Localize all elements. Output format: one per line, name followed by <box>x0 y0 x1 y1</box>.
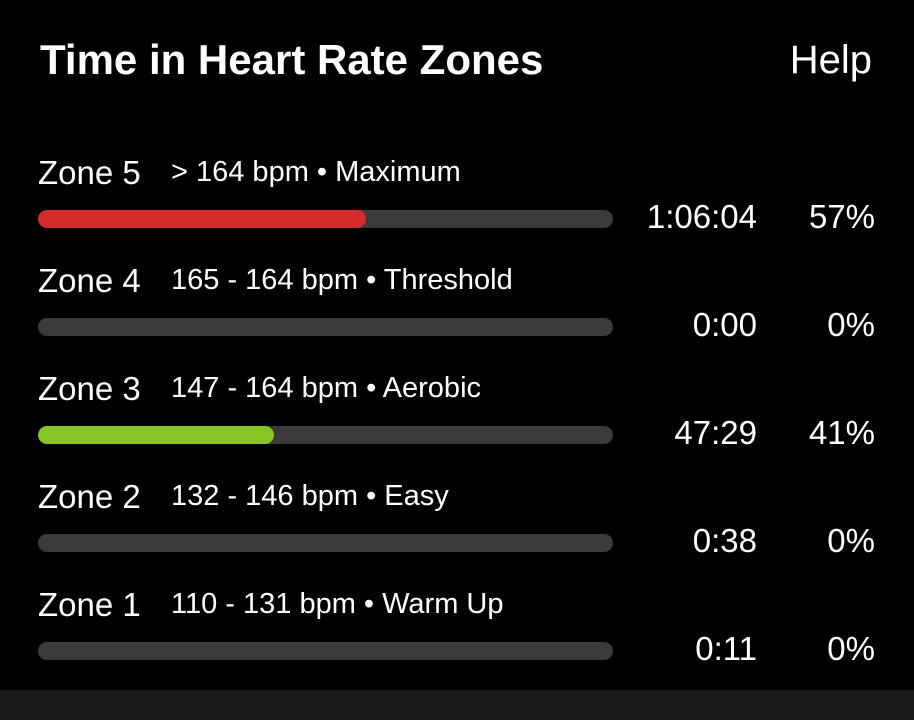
zone-detail: > 164 bpm • Maximum <box>171 156 461 188</box>
zone-detail: 132 - 146 bpm • Easy <box>171 480 449 512</box>
zone-detail: 147 - 164 bpm • Aerobic <box>171 372 482 404</box>
bar-fill <box>38 210 366 228</box>
zone-percent: 0% <box>827 630 875 667</box>
zone-name: Zone 5 <box>38 154 141 191</box>
zone-name: Zone 1 <box>38 586 141 623</box>
zone-name: Zone 4 <box>38 262 141 299</box>
bar-track <box>38 210 613 228</box>
zone-time: 0:00 <box>692 306 757 343</box>
zone-percent: 0% <box>827 522 875 559</box>
bar-track <box>38 318 613 336</box>
help-button[interactable]: Help <box>789 38 872 82</box>
bar-track <box>38 642 613 660</box>
zone-percent: 0% <box>827 306 875 343</box>
zone-detail: 110 - 131 bpm • Warm Up <box>171 588 504 620</box>
zone-name: Zone 3 <box>38 370 141 407</box>
title: Time in Heart Rate Zones <box>40 36 544 83</box>
zone-percent: 57% <box>808 198 875 235</box>
bar-fill <box>38 426 274 444</box>
zone-name: Zone 2 <box>38 478 141 515</box>
bar-track <box>38 426 613 444</box>
zone-detail: 165 - 164 bpm • Threshold <box>171 264 513 296</box>
zone-time: 0:11 <box>695 630 757 667</box>
zone-time: 0:38 <box>692 522 757 559</box>
zone-percent: 41% <box>808 414 875 451</box>
footer-bar <box>0 690 914 720</box>
zone-time: 1:06:04 <box>646 198 757 235</box>
bar-track <box>38 534 613 552</box>
zone-time: 47:29 <box>674 414 757 451</box>
